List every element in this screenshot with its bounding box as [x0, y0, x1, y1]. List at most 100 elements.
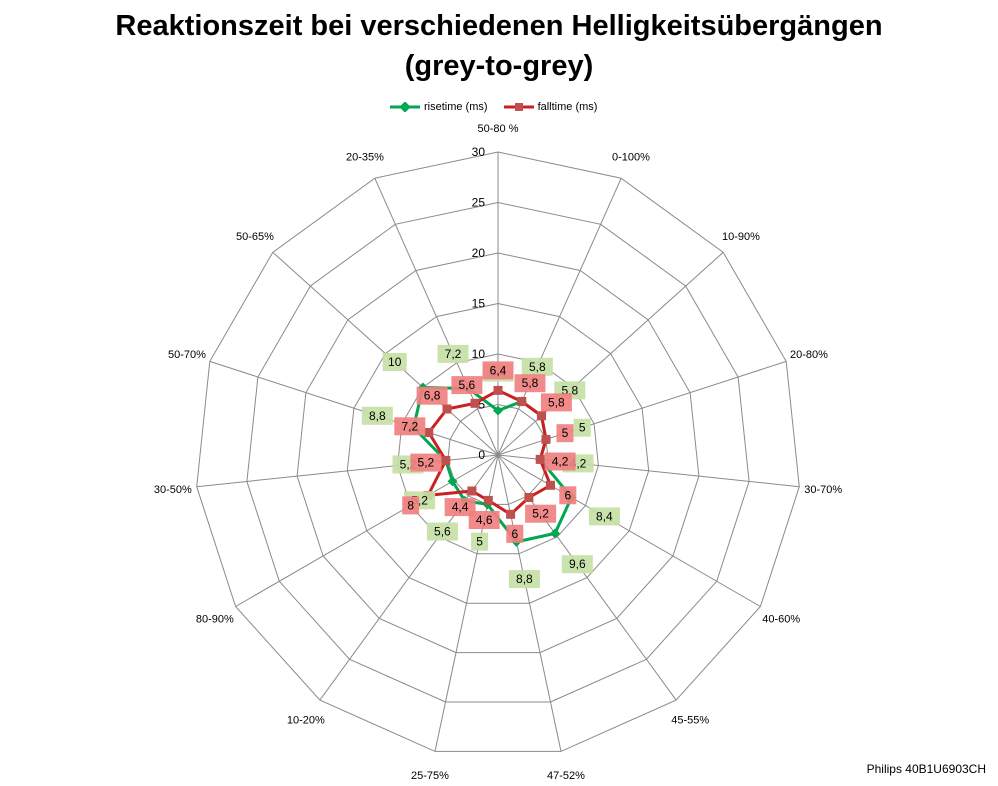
risetime-data-label: 8,8 — [369, 409, 386, 423]
grid-ring — [246, 201, 750, 703]
risetime-point — [550, 528, 560, 539]
category-label: 40-60% — [762, 614, 800, 626]
legend-marker-falltime-icon — [503, 103, 534, 111]
falltime-data-label: 4,6 — [476, 513, 493, 527]
legend-item-falltime: falltime (ms) — [503, 101, 597, 113]
data-label-bg — [410, 453, 442, 472]
data-label-bg — [588, 507, 620, 526]
radial-tick-label: 0 — [478, 448, 485, 462]
falltime-data-label: 7,2 — [401, 419, 418, 433]
falltime-data-label: 5,8 — [522, 376, 539, 390]
grid-ring — [296, 252, 700, 654]
grid-ring — [397, 353, 599, 555]
category-label: 50-80 % — [478, 123, 519, 135]
falltime-point — [537, 411, 546, 421]
grid-ring — [346, 302, 650, 604]
data-label-bg — [471, 532, 489, 551]
data-label-bg — [521, 357, 553, 376]
falltime-point — [467, 486, 477, 496]
category-label: 20-35% — [346, 151, 384, 163]
grid-spoke — [235, 454, 499, 607]
falltime-data-label: 5,2 — [418, 456, 435, 470]
data-label-bg — [361, 406, 393, 425]
data-label-bg — [402, 496, 420, 515]
falltime-point — [546, 480, 555, 490]
grid-spoke — [497, 177, 622, 456]
grid-spoke — [209, 360, 499, 456]
category-label: 47-52% — [547, 770, 585, 782]
risetime-data-label: 10 — [388, 355, 402, 369]
risetime-data-label: 5 — [579, 421, 586, 435]
falltime-data-label: 6,4 — [490, 363, 507, 377]
data-label-bg — [514, 374, 546, 393]
credit-text: Philips 40B1U6903CH — [866, 762, 986, 776]
data-label-bg — [540, 393, 572, 412]
category-label: 10-90% — [722, 231, 760, 243]
category-label: 25-75% — [411, 770, 449, 782]
grid-spoke — [319, 454, 499, 701]
data-label-bg — [544, 452, 576, 471]
grid-spoke — [374, 177, 499, 456]
radial-tick-label: 5 — [478, 398, 485, 412]
falltime-data-label: 5,6 — [459, 378, 476, 392]
data-label-bg — [482, 361, 514, 380]
radial-tick-label: 25 — [472, 196, 486, 210]
data-label-bg — [416, 386, 448, 405]
category-label: 10-20% — [287, 715, 325, 727]
category-label: 0-100% — [612, 151, 650, 163]
category-label: 50-70% — [168, 349, 206, 361]
grid-spoke — [497, 251, 724, 456]
falltime-point — [442, 404, 452, 414]
chart-title: Reaktionszeit bei verschiedenen Helligke… — [115, 10, 883, 42]
falltime-point — [493, 385, 503, 395]
data-label-bg — [468, 511, 500, 529]
data-label-bg — [508, 570, 540, 589]
data-label-bg — [382, 353, 407, 371]
falltime-data-label: 6 — [564, 488, 571, 502]
falltime-point — [470, 398, 480, 408]
falltime-data-label: 6 — [511, 527, 518, 541]
falltime-data-label: 5,8 — [548, 395, 565, 409]
falltime-point — [535, 454, 545, 464]
chart-subtitle: (grey-to-grey) — [404, 50, 594, 82]
falltime-point — [524, 493, 534, 502]
radial-tick-label: 15 — [472, 297, 486, 311]
falltime-data-label: 4,2 — [552, 455, 569, 469]
falltime-point — [517, 397, 527, 406]
falltime-data-label: 4,4 — [452, 500, 469, 514]
risetime-point — [447, 476, 458, 487]
falltime-point — [424, 428, 434, 437]
legend-marker-risetime-icon — [390, 102, 420, 112]
grid-ring — [196, 151, 800, 752]
risetime-data-label: 7,2 — [445, 347, 462, 361]
risetime-data-label: 9,6 — [569, 557, 586, 571]
data-label-bg — [556, 424, 574, 443]
data-label-bg — [506, 524, 524, 543]
data-label-bg — [451, 376, 483, 395]
risetime-data-label: 5,6 — [434, 525, 451, 539]
risetime-data-label: 5 — [476, 535, 483, 549]
category-label: 20-80% — [790, 349, 828, 361]
data-label-bg — [559, 486, 577, 505]
legend-item-risetime: risetime (ms) — [390, 101, 488, 113]
radial-tick-label: 30 — [472, 145, 486, 159]
category-label: 30-50% — [154, 484, 192, 496]
data-label-bg — [426, 522, 458, 541]
series-line-falltime — [426, 388, 552, 516]
risetime-data-label: 8,8 — [516, 572, 533, 586]
grid-spoke — [497, 454, 761, 607]
category-label: 80-90% — [196, 614, 234, 626]
grid-spoke — [497, 454, 562, 752]
data-label-bg — [561, 555, 593, 574]
falltime-data-label: 5 — [562, 426, 569, 440]
falltime-point — [483, 495, 493, 505]
data-label-bg — [437, 344, 469, 363]
data-label-bg — [573, 418, 591, 437]
falltime-data-label: 8 — [407, 498, 414, 512]
falltime-data-label: 6,8 — [424, 389, 441, 403]
falltime-point — [506, 509, 516, 519]
data-label-bg — [525, 504, 557, 523]
risetime-point — [493, 405, 503, 416]
legend: risetime (ms) falltime (ms) — [390, 101, 597, 113]
